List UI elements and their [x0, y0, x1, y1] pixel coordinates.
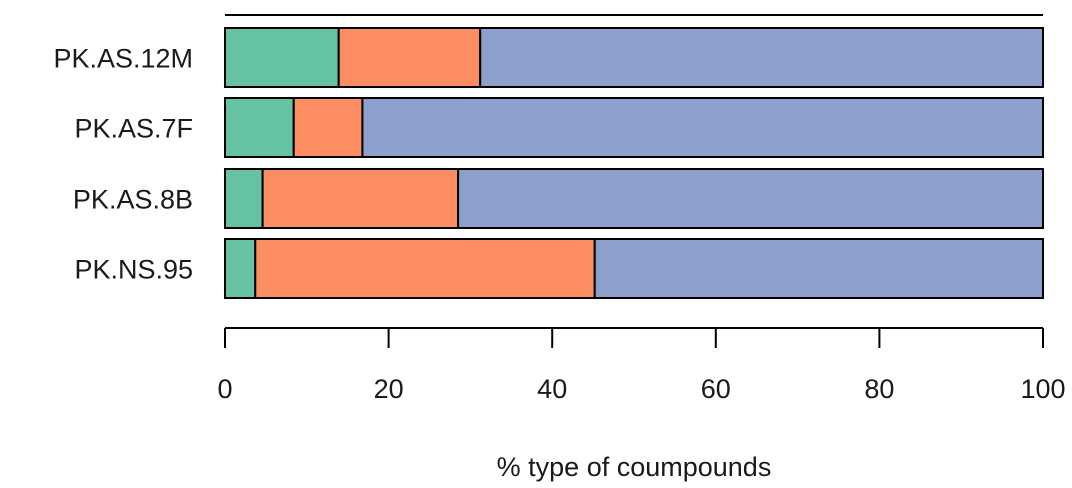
bar-segment-1-pk-ns-95	[224, 238, 257, 299]
x-tick-label: 20	[374, 374, 404, 404]
bar-segment-2-pk-as-7f	[292, 97, 364, 158]
x-tick-label: 60	[701, 374, 731, 404]
bar-segment-2-pk-as-12m	[337, 27, 482, 88]
bar-segment-1-pk-as-8b	[224, 168, 264, 229]
category-label: PK.AS.8B	[73, 185, 193, 215]
category-label: PK.NS.95	[74, 255, 193, 285]
bar-segment-3-pk-as-8b	[457, 168, 1044, 229]
bar-segment-3-pk-ns-95	[593, 238, 1045, 299]
category-label: PK.AS.7F	[74, 114, 193, 144]
x-axis: 0 20 40 60 80 100	[217, 327, 1066, 404]
x-axis-title: % type of coumpounds	[497, 452, 772, 482]
x-tick-label: 100	[1020, 374, 1065, 404]
bar-segment-1-pk-as-12m	[224, 27, 340, 88]
x-tick-label: 80	[864, 374, 894, 404]
bar-segment-1-pk-as-7f	[224, 97, 295, 158]
bar-segment-3-pk-as-7f	[361, 97, 1044, 158]
bar-segment-2-pk-ns-95	[254, 238, 596, 299]
category-label: PK.AS.12M	[53, 44, 193, 74]
category-labels: PK.AS.12M PK.AS.7F PK.AS.8B PK.NS.95	[53, 44, 193, 285]
bars-group	[224, 27, 1045, 299]
x-tick-label: 0	[217, 374, 232, 404]
bar-segment-2-pk-as-8b	[261, 168, 460, 229]
x-tick-label: 40	[537, 374, 567, 404]
bar-segment-3-pk-as-12m	[479, 27, 1044, 88]
